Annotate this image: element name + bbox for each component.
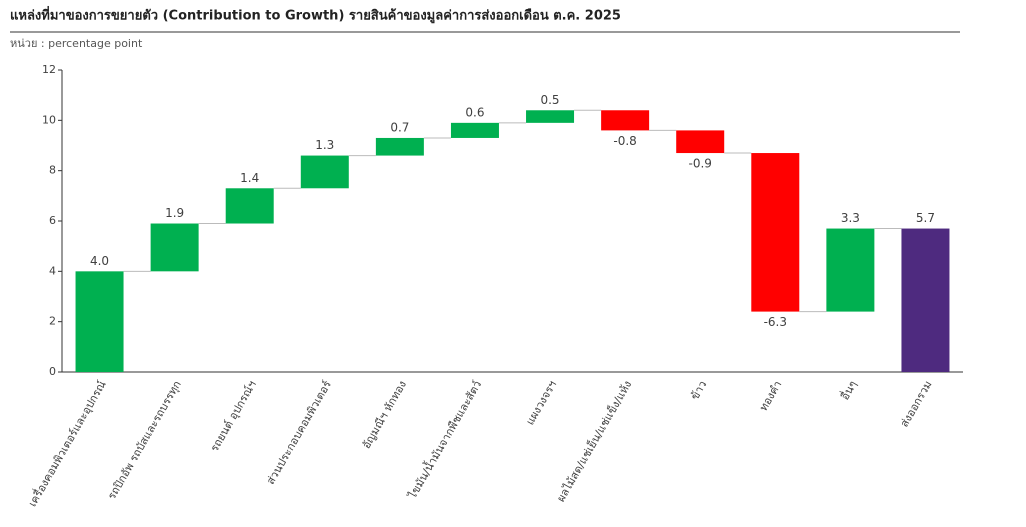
value-label: -0.8 xyxy=(613,134,636,148)
y-tick-label: 4 xyxy=(49,264,56,277)
bar xyxy=(75,271,124,372)
bar xyxy=(751,153,800,312)
value-label: 1.4 xyxy=(240,171,259,185)
x-tick-label: รถปิกอัพ รถบัสและรถบรรทุก xyxy=(105,379,184,502)
value-label: 0.6 xyxy=(465,105,484,119)
bar xyxy=(526,110,575,123)
y-tick-label: 2 xyxy=(49,315,56,328)
x-tick-label: ส่งออกรวม xyxy=(898,379,935,430)
bar xyxy=(300,155,349,189)
bar xyxy=(601,110,650,131)
bar xyxy=(375,137,424,156)
x-tick-label: รถยนต์ อุปกรณ์ฯ xyxy=(208,379,259,455)
bar xyxy=(901,228,950,372)
bar xyxy=(450,122,499,138)
x-tick-label: ส่วนประกอบคอมพิวเตอร์ xyxy=(264,378,334,486)
bar xyxy=(676,130,725,154)
value-label: 0.7 xyxy=(390,120,409,134)
x-tick-label: ข้าว xyxy=(688,379,709,403)
y-tick-label: 6 xyxy=(49,214,56,227)
bar xyxy=(150,223,199,272)
value-label: 1.9 xyxy=(165,206,184,220)
value-label: 3.3 xyxy=(841,211,860,225)
value-label: -6.3 xyxy=(764,315,787,329)
bar xyxy=(225,188,274,224)
chart-title: แหล่งที่มาของการขยายตัว (Contribution to… xyxy=(10,6,621,24)
y-tick-label: 0 xyxy=(49,365,56,378)
x-tick-label: อื่นๆ xyxy=(837,377,860,402)
chart-subtitle: หน่วย : percentage point xyxy=(10,37,143,50)
x-tick-label: ไขมัน/น้ำมันจากพืชและสัตว์ xyxy=(404,378,484,502)
value-label: 4.0 xyxy=(90,254,109,268)
y-tick-label: 8 xyxy=(49,164,56,177)
value-label: 0.5 xyxy=(540,93,559,107)
x-tick-label: ผลไม้สด/แช่เย็น/แช่แข็ง/แห้ง xyxy=(553,378,634,504)
value-label: 1.3 xyxy=(315,138,334,152)
x-tick-label: อัญมณีฯ หักทอง xyxy=(360,379,409,452)
x-tick-label: เครื่องคอมพิวเตอร์และอุปกรณ์ xyxy=(24,378,109,509)
bar xyxy=(826,228,875,312)
value-label: 5.7 xyxy=(916,211,935,225)
y-tick-label: 10 xyxy=(42,113,56,126)
value-label: -0.9 xyxy=(688,157,711,171)
x-tick-label: แผงวงจรฯ xyxy=(523,379,559,428)
y-tick-label: 12 xyxy=(42,63,56,76)
x-tick-label: ทองคำ xyxy=(757,379,785,414)
